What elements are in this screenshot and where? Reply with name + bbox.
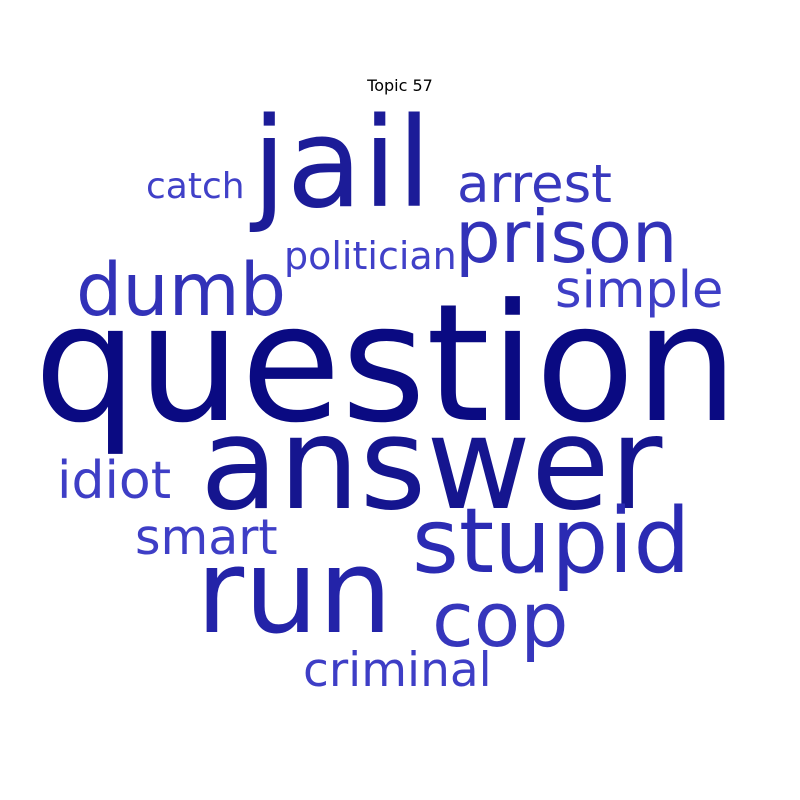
word-politician: politician [284, 234, 457, 278]
word-cop: cop [432, 575, 569, 664]
word-run: run [196, 523, 393, 660]
word-arrest: arrest [457, 154, 612, 215]
word-question: question [34, 270, 739, 459]
word-stupid: stupid [412, 489, 691, 594]
word-answer: answer [200, 390, 663, 539]
word-idiot: idiot [57, 451, 172, 511]
word-simple: simple [555, 261, 724, 320]
word-dumb: dumb [76, 248, 287, 333]
word-prison: prison [455, 195, 678, 279]
chart-title: Topic 57 [367, 76, 433, 95]
word-jail: jail [252, 92, 432, 236]
word-catch: catch [146, 166, 245, 207]
word-criminal: criminal [303, 643, 492, 698]
word-smart: smart [135, 509, 278, 566]
